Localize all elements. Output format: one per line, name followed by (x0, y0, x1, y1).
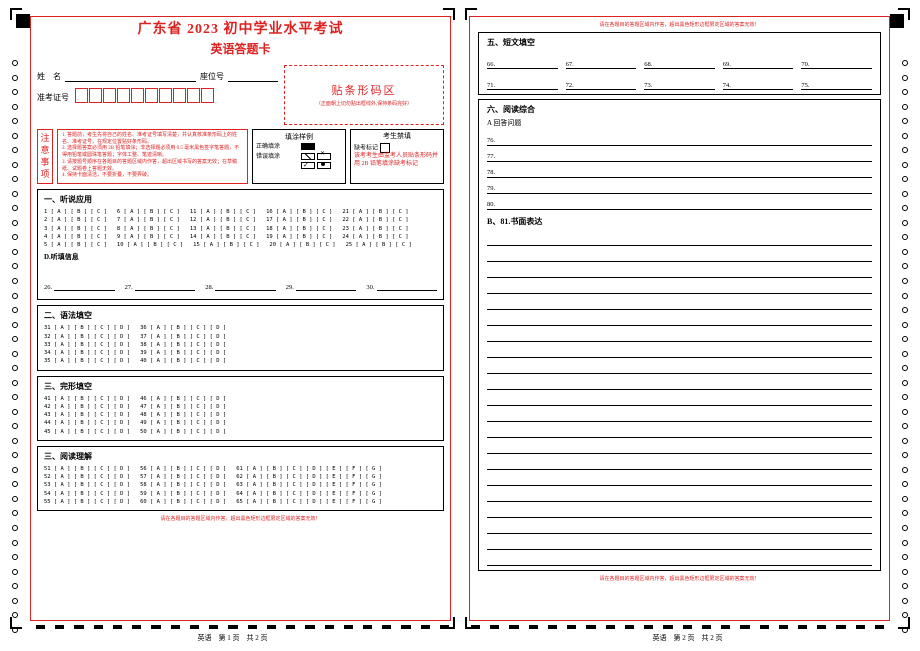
barcode-subtext: （正面朝上切勿贴出框线外,保持条码完好） (316, 100, 412, 107)
page1-bottom-warning: 请在各题目的答题区域内作答，超出黑色矩形边框限定区域的答案无效！ (37, 515, 444, 522)
name-line: 姓 名 座位号 (37, 71, 278, 82)
section-5-title: 五、短文填空 (487, 37, 872, 48)
section-1-bubbles[interactable]: 1 [ A ] [ B ] [ C ] 6 [ A ] [ B ] [ C ]1… (44, 208, 437, 249)
section-3-title: 三、完形填空 (44, 381, 437, 392)
page-1: 广东省 2023 初中学业水平考试 英语答题卡 姓 名 座位号 准考证号 (10, 8, 455, 643)
forbid-note: 该考考生由监考人员贴条形码并用 2B 铅笔填涂缺考标记 (354, 153, 440, 169)
section-5-blanks[interactable]: 66.67.68.69.70.71.72.73.74.75. (487, 54, 872, 90)
timing-dots-column (902, 60, 908, 633)
student-info: 姓 名 座位号 准考证号 (37, 63, 278, 125)
name-label: 姓 名 (37, 71, 61, 82)
barcode-area[interactable]: 贴条形码区 （正面朝上切勿贴出框线外,保持条码完好） (284, 65, 444, 125)
section-3-bubbles[interactable]: 41 [ A ] [ B ] [ C ] [ D ]46 [ A ] [ B ]… (44, 395, 437, 436)
page2-top-warning: 请在各题目的答题区域内作答，超出黑色矩形边框限定区域的答案无效！ (478, 21, 881, 28)
name-field[interactable] (65, 71, 196, 82)
section-6: 六、阅读综合 A 回答问题 76.77.78.79.80. B、81.书面表达 (478, 99, 881, 571)
page2-bottom-warning: 请在各题目的答题区域内作答，超出黑色矩形边框限定区域的答案无效！ (478, 575, 881, 582)
section-7-title: B、81.书面表达 (487, 216, 872, 227)
section-4-bubbles[interactable]: 51 [ A ] [ B ] [ C ] [ D ]56 [ A ] [ B ]… (44, 465, 437, 506)
admit-label: 准考证号 (37, 92, 69, 103)
student-info-row: 姓 名 座位号 准考证号 贴条形码区 （正面朝上切勿贴出框线外,保持条码完好） (37, 63, 444, 125)
timing-marks-row (471, 625, 884, 629)
forbid-header: 考生禁填 (354, 132, 440, 141)
page-2: 请在各题目的答题区域内作答，超出黑色矩形边框限定区域的答案无效！ 五、短文填空 … (465, 8, 910, 643)
wrong-mark-icon: ✓ (301, 162, 315, 169)
admit-line: 准考证号 (37, 88, 278, 103)
page2-footer: 英语 第 2 页 共 2 页 (465, 633, 910, 643)
section-d-title: D.听填信息 (44, 252, 437, 262)
locator-square (890, 14, 904, 28)
exam-subtitle: 英语答题卡 (37, 40, 444, 57)
barcode-title: 贴条形码区 (332, 82, 397, 98)
section-6-title: 六、阅读综合 (487, 104, 872, 115)
timing-marks-row (36, 625, 449, 629)
exam-title: 广东省 2023 初中学业水平考试 (37, 21, 444, 40)
instructions-label: 注意事项 (37, 129, 53, 184)
seat-label: 座位号 (200, 71, 224, 82)
section-2-bubbles[interactable]: 31 [ A ] [ B ] [ C ] [ D ]36 [ A ] [ B ]… (44, 324, 437, 365)
section-2-title: 二、语法填空 (44, 310, 437, 321)
section-1-title: 一、听说应用 (44, 194, 437, 205)
page2-frame: 请在各题目的答题区域内作答，超出黑色矩形边框限定区域的答案无效！ 五、短文填空 … (469, 16, 890, 621)
fill-sample-box: 填涂样例 正确填涂 错误填涂 ✕ ✓ (252, 129, 346, 184)
answer-sheet: 广东省 2023 初中学业水平考试 英语答题卡 姓 名 座位号 准考证号 (0, 0, 920, 651)
section-4-title: 三、阅读理解 (44, 451, 437, 462)
absent-row: 缺考标记 (354, 143, 440, 153)
section-6-lines[interactable]: 76.77.78.79.80. (487, 130, 872, 210)
page1-frame: 广东省 2023 初中学业水平考试 英语答题卡 姓 名 座位号 准考证号 (30, 16, 451, 621)
wrong-mark-icon (317, 162, 331, 169)
section-1: 一、听说应用 1 [ A ] [ B ] [ C ] 6 [ A ] [ B ]… (37, 189, 444, 300)
section-5: 五、短文填空 66.67.68.69.70.71.72.73.74.75. (478, 32, 881, 95)
instructions-text: 1. 答题前，考生先将自己的姓名、准考证号填写清楚，并认真核准条形码上的姓名、准… (57, 129, 248, 184)
correct-fill-label: 正确填涂 (256, 143, 300, 153)
correct-mark-icon (301, 143, 315, 150)
instructions-row: 注意事项 1. 答题前，考生先将自己的姓名、准考证号填写清楚，并认真核准条形码上… (37, 129, 444, 184)
absent-checkbox[interactable] (380, 143, 390, 153)
section-4: 三、阅读理解 51 [ A ] [ B ] [ C ] [ D ]56 [ A … (37, 446, 444, 511)
wrong-fill-label: 错误填涂 (256, 153, 300, 163)
admit-id-boxes[interactable] (75, 88, 214, 103)
section-2: 二、语法填空 31 [ A ] [ B ] [ C ] [ D ]36 [ A … (37, 305, 444, 370)
seat-field[interactable] (228, 71, 278, 82)
section-6-sub: A 回答问题 (487, 118, 872, 128)
page1-footer: 英语 第 1 页 共 2 页 (10, 633, 455, 643)
candidate-forbid-box: 考生禁填 缺考标记 该考考生由监考人员贴条形码并用 2B 铅笔填涂缺考标记 (350, 129, 444, 184)
section-3: 三、完形填空 41 [ A ] [ B ] [ C ] [ D ]46 [ A … (37, 376, 444, 441)
timing-dots-column (12, 60, 18, 633)
locator-square (16, 14, 30, 28)
section-d-blanks[interactable]: 26.27.28.29.30. (44, 280, 437, 291)
wrong-mark-icon: ✕ (317, 153, 331, 160)
essay-lines[interactable] (487, 230, 872, 566)
fill-sample-header: 填涂样例 (256, 132, 342, 143)
wrong-mark-icon (301, 153, 315, 160)
